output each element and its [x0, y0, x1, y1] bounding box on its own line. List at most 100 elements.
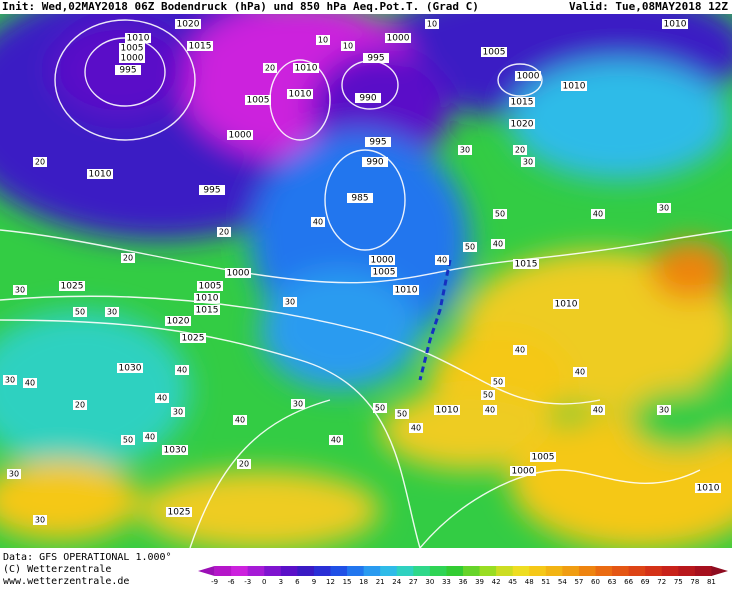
- isobar-label-box: [194, 293, 220, 303]
- isobar-label-box: [180, 333, 206, 343]
- isobar-label: 1010: [555, 300, 578, 310]
- theta-label: 50: [123, 436, 133, 445]
- map-field: 1020101010051000995101510101005101010001…: [0, 14, 732, 548]
- scale-swatch: [280, 566, 298, 576]
- isobar-label-box: [481, 47, 507, 57]
- scale-label: 81: [707, 578, 716, 586]
- scale-label: 24: [392, 578, 401, 586]
- scale-swatch: [694, 566, 712, 576]
- theta-label: 40: [177, 366, 187, 375]
- theta-label-box: [33, 515, 47, 525]
- scale-label: 42: [492, 578, 501, 586]
- isobar-label-box: [371, 267, 397, 277]
- theta-label: 50: [375, 404, 385, 413]
- isobar-label-box: [362, 157, 388, 167]
- scale-label: 18: [359, 578, 368, 586]
- scale-swatch: [214, 566, 232, 576]
- scale-swatch: [446, 566, 464, 576]
- theta-label: 20: [239, 460, 249, 469]
- isobar-label-box: [510, 466, 536, 476]
- isobar-label-box: [287, 89, 313, 99]
- scale-label: -3: [244, 578, 251, 586]
- theta-label: 50: [75, 308, 85, 317]
- theta-label: 40: [331, 436, 341, 445]
- theta-label-box: [7, 469, 21, 479]
- theta-label: 30: [293, 400, 303, 409]
- isobar-label-box: [347, 193, 373, 203]
- isobar-label: 995: [369, 138, 386, 148]
- isobar-label-box: [513, 259, 539, 269]
- isobar-label-box: [162, 445, 188, 455]
- theta-label: 30: [659, 204, 669, 213]
- isobar-label: 1000: [227, 269, 250, 279]
- theta-label-box: [573, 367, 587, 377]
- theta-label: 10: [343, 42, 353, 51]
- theta-label: 30: [523, 158, 533, 167]
- theta-label-box: [73, 400, 87, 410]
- theta-label-box: [13, 285, 27, 295]
- theta-label-box: [263, 63, 277, 73]
- theta-label-box: [291, 399, 305, 409]
- scale-label: 54: [558, 578, 567, 586]
- theta-label-box: [591, 209, 605, 219]
- isobar-label-box: [509, 97, 535, 107]
- isobar-label: 1010: [395, 286, 418, 296]
- isobar-label-box: [363, 53, 389, 63]
- theta-label-box: [483, 405, 497, 415]
- isobar-label-box: [59, 281, 85, 291]
- isobar-label-box: [165, 316, 191, 326]
- theta-label-box: [105, 307, 119, 317]
- theta-label: 30: [5, 376, 15, 385]
- isobar-label-box: [365, 137, 391, 147]
- scale-swatch: [313, 566, 331, 576]
- scale-swatch: [678, 566, 696, 576]
- isobar-label: 1005: [199, 282, 222, 292]
- scale-swatch: [545, 566, 563, 576]
- isobar-label-box: [293, 63, 319, 73]
- isobar-label-box: [695, 483, 721, 493]
- theta-label-box: [217, 227, 231, 237]
- theta-label: 20: [265, 64, 275, 73]
- isobar-label-box: [119, 53, 145, 63]
- isobar-label: 1010: [563, 82, 586, 92]
- scale-swatch: [512, 566, 530, 576]
- scale-label: 48: [525, 578, 534, 586]
- theta-label-box: [283, 297, 297, 307]
- scale-swatch: [429, 566, 447, 576]
- data-source: Data: GFS OPERATIONAL 1.000°: [3, 552, 172, 563]
- scale-swatch: [231, 566, 249, 576]
- isobar-label-box: [385, 33, 411, 43]
- scale-swatch: [645, 566, 663, 576]
- isobar-label: 1030: [164, 446, 187, 456]
- theta-label-box: [341, 41, 355, 51]
- theta-label-box: [657, 405, 671, 415]
- isobar-label: 1010: [295, 64, 318, 74]
- isobar-label-box: [509, 119, 535, 129]
- theta-label-box: [395, 409, 409, 419]
- theta-label: 40: [493, 240, 503, 249]
- theta-label: 50: [397, 410, 407, 419]
- theta-label-box: [591, 405, 605, 415]
- isobar-label-box: [553, 299, 579, 309]
- isobar-label-box: [561, 81, 587, 91]
- scale-swatch: [595, 566, 613, 576]
- isobar-label-box: [115, 65, 141, 75]
- isobar-label-box: [119, 43, 145, 53]
- theta-label-box: [33, 157, 47, 167]
- isobar-label: 1000: [121, 54, 144, 64]
- theta-label-box: [143, 432, 157, 442]
- isobar-label: 1000: [387, 34, 410, 44]
- init-text: Init: Wed,02MAY2018 06Z Bodendruck (hPa)…: [2, 0, 479, 13]
- scale-label: 72: [657, 578, 666, 586]
- scale-swatch: [297, 566, 315, 576]
- map-labels: 1020101010051000995101510101005101010001…: [3, 19, 721, 525]
- isobar-label: 1020: [177, 20, 200, 30]
- scale-label: 78: [690, 578, 699, 586]
- theta-label: 10: [318, 36, 328, 45]
- header-bar: [0, 0, 732, 14]
- isobar-label-box: [515, 71, 541, 81]
- scale-end: [711, 566, 728, 576]
- theta-label: 30: [35, 516, 45, 525]
- isobar-label-box: [227, 130, 253, 140]
